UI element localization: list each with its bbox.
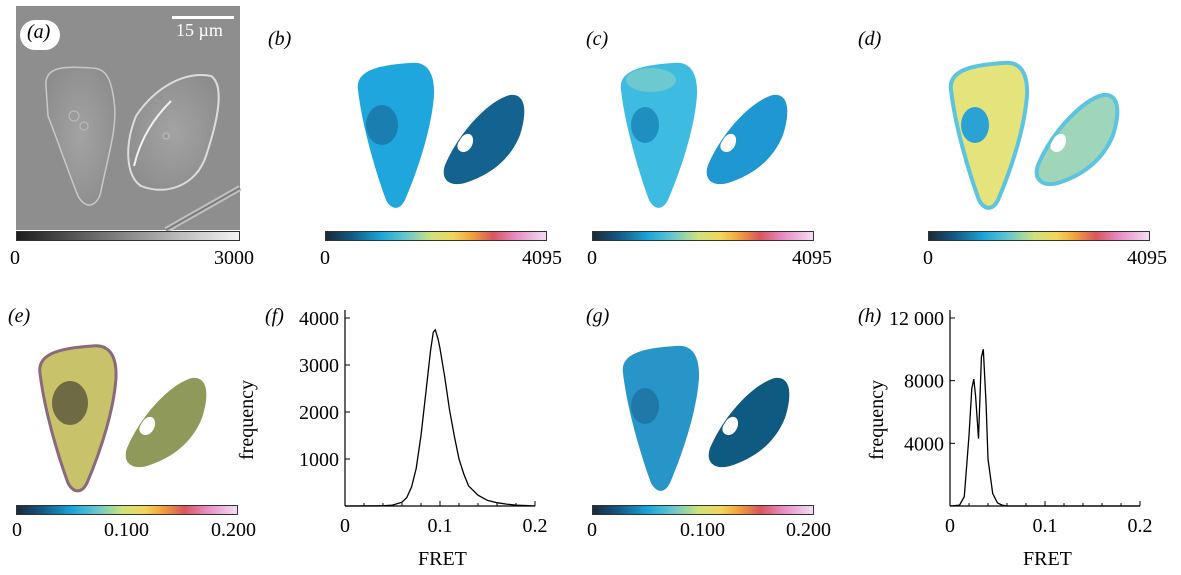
cell-image-b <box>350 55 570 215</box>
y-tick-label: 4000 <box>904 433 944 455</box>
chart-h-xlabel: FRET <box>1023 548 1072 571</box>
histogram-line <box>950 349 1140 506</box>
colorbar-g-mid: 0.100 <box>680 520 725 540</box>
colorbar-b <box>325 231 547 241</box>
cell-image-c <box>613 55 833 215</box>
chart-f-xlabel: FRET <box>418 548 467 571</box>
colorbar-a-min: 0 <box>10 248 20 268</box>
colorbar-e-mid: 0.100 <box>104 520 149 540</box>
panel-label-e: (e) <box>8 305 30 328</box>
colorbar-d-max: 4095 <box>1127 248 1167 268</box>
colorbar-g-max: 0.200 <box>786 520 831 540</box>
colorbar-e <box>16 505 238 515</box>
x-tick-label: 0.2 <box>1128 515 1153 537</box>
colorbar-g <box>592 505 814 515</box>
colorbar-e-max: 0.200 <box>211 520 256 540</box>
panel-label-g: (g) <box>586 305 609 328</box>
scalebar-label: 15 µm <box>176 20 223 41</box>
panel-label-b: (b) <box>268 28 291 51</box>
x-tick-label: 0.2 <box>523 515 548 537</box>
y-tick-label: 8000 <box>904 371 944 393</box>
colorbar-d-min: 0 <box>923 248 933 268</box>
colorbar-e-min: 0 <box>12 520 22 540</box>
panel-label-f: (f) <box>265 305 284 328</box>
y-tick-label: 3000 <box>299 355 339 377</box>
colorbar-b-max: 4095 <box>522 248 562 268</box>
y-tick-label: 1000 <box>299 449 339 471</box>
chart-h-ylabel: frequency <box>866 350 889 490</box>
x-tick-label: 0 <box>945 515 955 537</box>
panel-label-c: (c) <box>586 28 608 51</box>
scalebar-line <box>172 16 234 19</box>
chart-f-ylabel: frequency <box>236 350 259 490</box>
y-tick-label: 4000 <box>299 308 339 330</box>
y-tick-label: 12 000 <box>889 308 944 330</box>
x-tick-label: 0.1 <box>428 515 453 537</box>
y-tick-label: 2000 <box>299 402 339 424</box>
histogram-line <box>345 330 535 506</box>
cell-image-g <box>615 338 835 498</box>
x-tick-label: 0.1 <box>1033 515 1058 537</box>
cell-image-d <box>943 55 1163 215</box>
panel-label-h: (h) <box>858 305 881 328</box>
colorbar-g-min: 0 <box>587 520 597 540</box>
cell-image-e <box>32 338 252 498</box>
x-tick-label: 0 <box>340 515 350 537</box>
panel-label-a: (a) <box>27 21 50 44</box>
colorbar-a-max: 3000 <box>214 248 254 268</box>
colorbar-d <box>928 231 1150 241</box>
colorbar-b-min: 0 <box>320 248 330 268</box>
panel-label-d: (d) <box>858 28 881 51</box>
colorbar-c <box>592 231 814 241</box>
colorbar-a <box>16 231 240 241</box>
colorbar-c-min: 0 <box>587 248 597 268</box>
colorbar-c-max: 4095 <box>792 248 832 268</box>
